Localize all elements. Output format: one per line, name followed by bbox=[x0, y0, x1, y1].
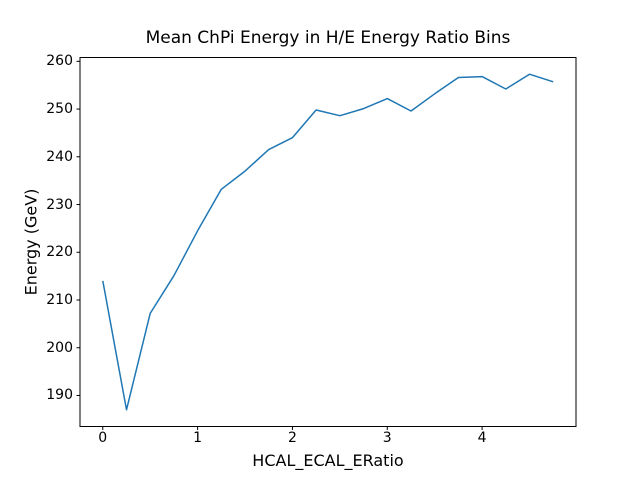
y-tick-label: 240 bbox=[46, 148, 73, 165]
x-tick-label: 2 bbox=[287, 430, 297, 446]
y-tick-label: 250 bbox=[46, 101, 73, 118]
chart-title: Mean ChPi Energy in H/E Energy Ratio Bin… bbox=[145, 28, 511, 48]
axes-frame bbox=[79, 57, 577, 427]
y-tick-label: 220 bbox=[46, 244, 73, 261]
x-tick-label: 1 bbox=[193, 430, 203, 446]
x-tick-label: 3 bbox=[382, 430, 392, 446]
x-tick-label: 4 bbox=[477, 430, 487, 446]
y-tick-label: 200 bbox=[46, 339, 73, 356]
y-tick-label: 210 bbox=[46, 291, 73, 308]
y-tick-label: 260 bbox=[46, 53, 73, 70]
y-tick-label: 230 bbox=[46, 196, 73, 213]
x-tick-label: 0 bbox=[98, 430, 108, 446]
x-axis-label: HCAL_ECAL_ERatio bbox=[252, 451, 404, 470]
data-line bbox=[102, 73, 554, 411]
y-tick-label: 190 bbox=[46, 387, 73, 404]
